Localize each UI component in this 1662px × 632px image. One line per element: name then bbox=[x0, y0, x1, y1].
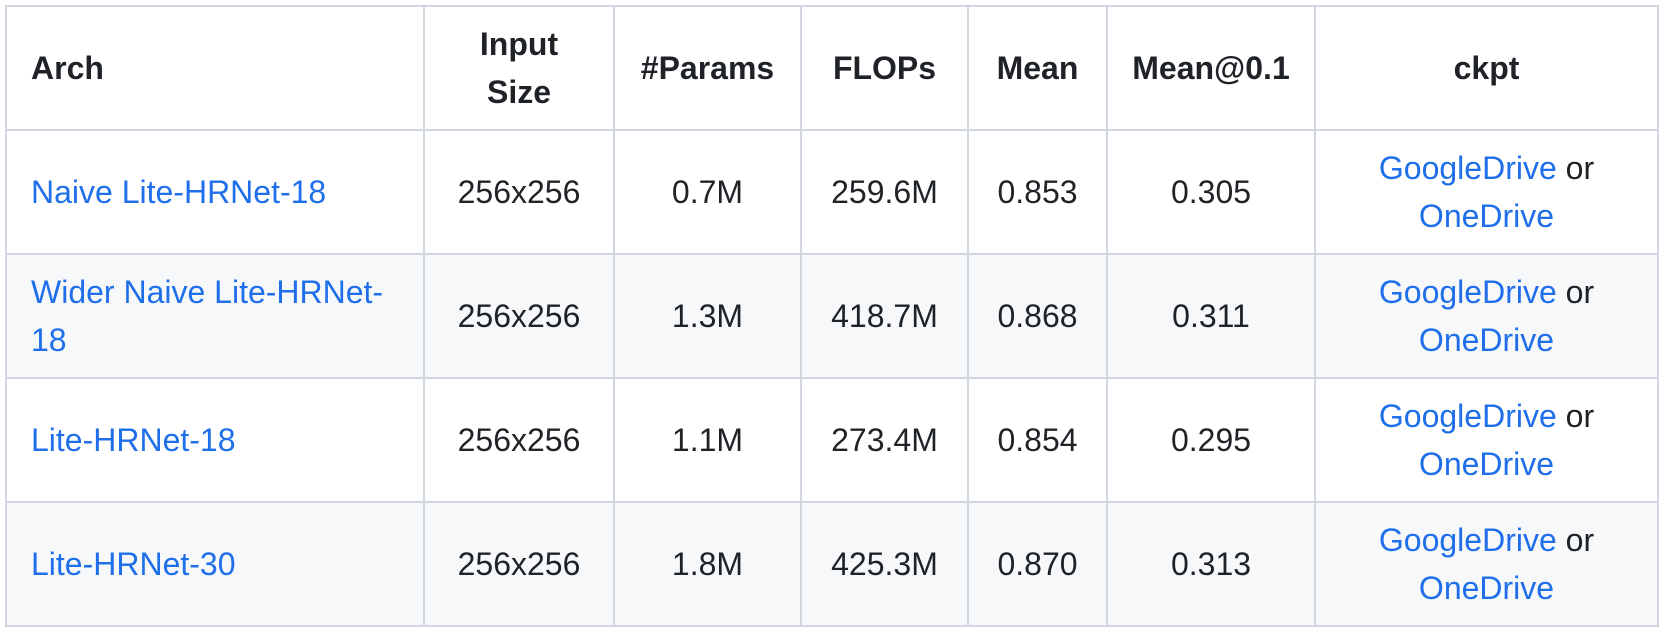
params-cell: 1.1M bbox=[613, 377, 802, 503]
googledrive-link[interactable]: GoogleDrive bbox=[1378, 522, 1557, 558]
arch-link[interactable]: Naive Lite-HRNet-18 bbox=[31, 174, 327, 210]
column-header-arch: Arch bbox=[5, 5, 425, 131]
onedrive-link[interactable]: OneDrive bbox=[1418, 446, 1555, 482]
header-row: Arch Input Size #Params FLOPs Mean Mean@… bbox=[5, 5, 1659, 131]
arch-link[interactable]: Lite-HRNet-18 bbox=[31, 422, 236, 458]
googledrive-link[interactable]: GoogleDrive bbox=[1378, 274, 1557, 310]
flops-cell: 425.3M bbox=[800, 501, 969, 627]
ckpt-separator: or bbox=[1556, 398, 1595, 434]
arch-cell: Lite-HRNet-30 bbox=[5, 501, 425, 627]
column-header-mean-at-0-1: Mean@0.1 bbox=[1106, 5, 1316, 131]
input-size-cell: 256x256 bbox=[423, 129, 615, 255]
ckpt-separator: or bbox=[1556, 522, 1595, 558]
mean-at-0-1-cell: 0.305 bbox=[1106, 129, 1316, 255]
ckpt-separator: or bbox=[1556, 274, 1595, 310]
googledrive-link[interactable]: GoogleDrive bbox=[1378, 398, 1557, 434]
column-header-flops: FLOPs bbox=[800, 5, 969, 131]
arch-link[interactable]: Lite-HRNet-30 bbox=[31, 546, 236, 582]
arch-link[interactable]: Wider Naive Lite-HRNet-18 bbox=[31, 274, 384, 358]
column-header-mean: Mean bbox=[967, 5, 1108, 131]
params-cell: 1.3M bbox=[613, 253, 802, 379]
table-row: Lite-HRNet-18 256x256 1.1M 273.4M 0.854 … bbox=[5, 377, 1659, 503]
input-size-cell: 256x256 bbox=[423, 253, 615, 379]
ckpt-cell: GoogleDrive or OneDrive bbox=[1314, 377, 1659, 503]
results-table: Arch Input Size #Params FLOPs Mean Mean@… bbox=[5, 5, 1659, 627]
column-header-ckpt: ckpt bbox=[1314, 5, 1659, 131]
flops-cell: 418.7M bbox=[800, 253, 969, 379]
column-header-input-size: Input Size bbox=[423, 5, 615, 131]
table-row: Wider Naive Lite-HRNet-18 256x256 1.3M 4… bbox=[5, 253, 1659, 379]
table-row: Naive Lite-HRNet-18 256x256 0.7M 259.6M … bbox=[5, 129, 1659, 255]
mean-at-0-1-cell: 0.311 bbox=[1106, 253, 1316, 379]
params-cell: 1.8M bbox=[613, 501, 802, 627]
mean-at-0-1-cell: 0.295 bbox=[1106, 377, 1316, 503]
mean-cell: 0.853 bbox=[967, 129, 1108, 255]
onedrive-link[interactable]: OneDrive bbox=[1418, 198, 1555, 234]
flops-cell: 273.4M bbox=[800, 377, 969, 503]
input-size-cell: 256x256 bbox=[423, 377, 615, 503]
ckpt-separator: or bbox=[1556, 150, 1595, 186]
table-row: Lite-HRNet-30 256x256 1.8M 425.3M 0.870 … bbox=[5, 501, 1659, 627]
arch-cell: Naive Lite-HRNet-18 bbox=[5, 129, 425, 255]
mean-cell: 0.854 bbox=[967, 377, 1108, 503]
column-header-params: #Params bbox=[613, 5, 802, 131]
arch-cell: Wider Naive Lite-HRNet-18 bbox=[5, 253, 425, 379]
ckpt-cell: GoogleDrive or OneDrive bbox=[1314, 501, 1659, 627]
arch-cell: Lite-HRNet-18 bbox=[5, 377, 425, 503]
onedrive-link[interactable]: OneDrive bbox=[1418, 570, 1555, 606]
flops-cell: 259.6M bbox=[800, 129, 969, 255]
ckpt-cell: GoogleDrive or OneDrive bbox=[1314, 253, 1659, 379]
params-cell: 0.7M bbox=[613, 129, 802, 255]
mean-cell: 0.870 bbox=[967, 501, 1108, 627]
onedrive-link[interactable]: OneDrive bbox=[1418, 322, 1555, 358]
googledrive-link[interactable]: GoogleDrive bbox=[1378, 150, 1557, 186]
mean-cell: 0.868 bbox=[967, 253, 1108, 379]
ckpt-cell: GoogleDrive or OneDrive bbox=[1314, 129, 1659, 255]
input-size-cell: 256x256 bbox=[423, 501, 615, 627]
mean-at-0-1-cell: 0.313 bbox=[1106, 501, 1316, 627]
